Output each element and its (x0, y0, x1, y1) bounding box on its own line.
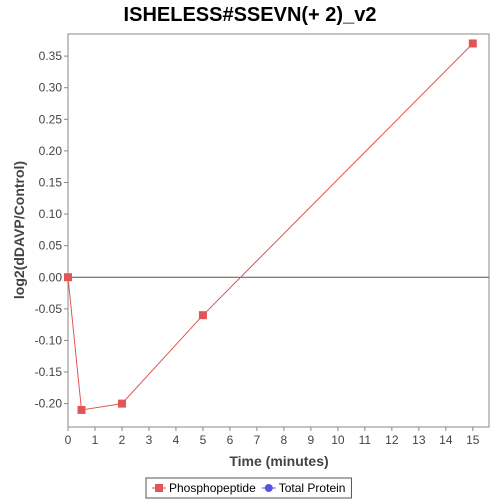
x-tick-label: 9 (308, 433, 315, 447)
data-point (198, 311, 207, 320)
y-tick-label: 0.25 (39, 112, 63, 126)
x-tick-label: 13 (412, 433, 426, 447)
y-tick-label: 0.30 (39, 81, 63, 95)
x-tick-label: 0 (65, 433, 72, 447)
x-tick-label: 15 (466, 433, 480, 447)
y-axis: -0.20 -0.15 -0.10 -0.05 0.00 0.05 0.10 0.15 0.20… (35, 49, 68, 411)
legend-marker-square (155, 484, 163, 492)
x-tick-label: 8 (281, 433, 288, 447)
y-tick-label: 0.05 (39, 239, 63, 253)
x-axis: 0 1 2 3 4 5 6 7 8 9 10 11 12 13 14 15 (65, 427, 480, 447)
y-tick-label: 0.35 (39, 49, 63, 63)
x-tick-label: 4 (173, 433, 180, 447)
y-tick-label: 0.15 (39, 175, 63, 189)
y-tick-label: -0.20 (35, 397, 63, 411)
plot-area (67, 33, 490, 428)
data-point (64, 273, 72, 282)
legend-label: Phosphopeptide (169, 481, 256, 495)
x-tick-label: 6 (227, 433, 234, 447)
y-tick-label: 0.10 (39, 207, 63, 221)
x-tick-label: 10 (331, 433, 345, 447)
x-tick-label: 3 (146, 433, 153, 447)
data-point (468, 39, 477, 48)
chart-title: ISHELESS#SSEVN(+ 2)_v2 (124, 4, 377, 26)
legend: Phosphopeptide Total Protein (145, 477, 352, 499)
y-tick-label: -0.10 (35, 333, 63, 347)
legend-marker-circle (264, 484, 273, 492)
x-tick-label: 1 (92, 433, 99, 447)
legend-box (145, 477, 352, 499)
y-tick-label: 0.20 (39, 144, 63, 158)
legend-label: Total Protein (279, 481, 346, 495)
x-tick-label: 14 (439, 433, 453, 447)
y-axis-label: log2(dDAVP/Control) (11, 161, 27, 299)
data-point (117, 399, 126, 408)
x-tick-label: 7 (254, 433, 261, 447)
y-tick-label: 0.00 (39, 270, 63, 284)
x-axis-label: Time (minutes) (229, 453, 328, 469)
series-layer (64, 39, 477, 414)
x-tick-label: 12 (385, 433, 399, 447)
x-tick-label: 11 (359, 433, 372, 447)
y-tick-label: -0.15 (35, 365, 63, 379)
x-tick-label: 2 (119, 433, 126, 447)
data-point (77, 405, 86, 414)
x-tick-label: 5 (200, 433, 207, 447)
y-tick-label: -0.05 (35, 302, 63, 316)
